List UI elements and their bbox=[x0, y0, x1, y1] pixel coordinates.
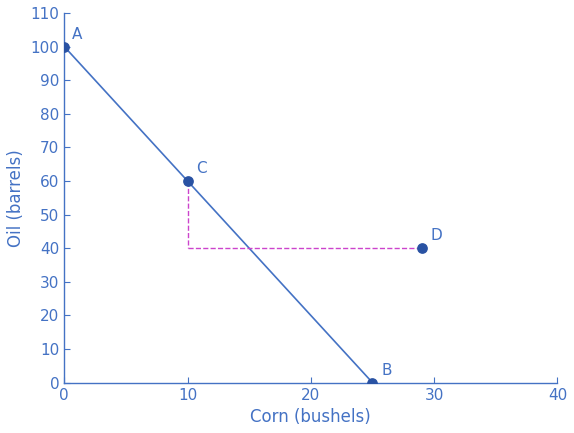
Text: D: D bbox=[430, 228, 442, 243]
Text: B: B bbox=[381, 362, 391, 378]
X-axis label: Corn (bushels): Corn (bushels) bbox=[250, 408, 371, 426]
Y-axis label: Oil (barrels): Oil (barrels) bbox=[7, 149, 25, 247]
Point bbox=[368, 379, 377, 386]
Text: C: C bbox=[196, 161, 207, 176]
Text: A: A bbox=[72, 26, 82, 42]
Point bbox=[60, 43, 69, 50]
Point bbox=[417, 245, 426, 252]
Point bbox=[183, 178, 192, 184]
